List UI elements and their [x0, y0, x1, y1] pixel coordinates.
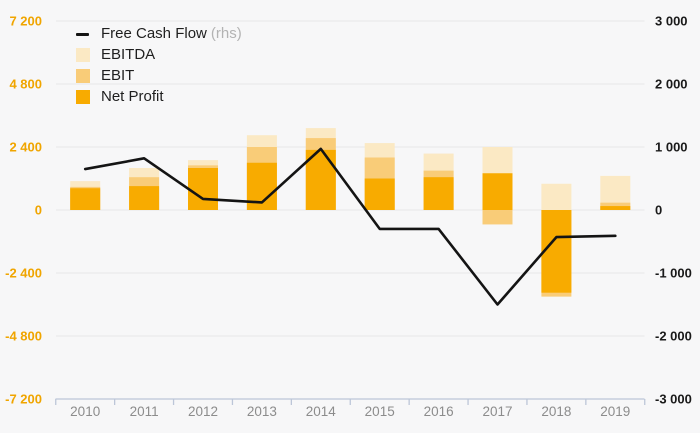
- bar-net-profit-2011: [129, 186, 160, 210]
- legend-item-free-cash-flow: Free Cash Flow (rhs): [76, 25, 242, 42]
- x-axis-year-label: 2011: [130, 404, 159, 419]
- bar-net-profit-2019: [600, 206, 631, 210]
- x-axis-year-label: 2019: [600, 404, 630, 419]
- legend-label: Net Profit: [101, 88, 164, 105]
- x-axis-year-label: 2013: [247, 404, 277, 419]
- bar-net-profit-2017: [482, 173, 513, 210]
- left-axis-tick-label: -4 800: [5, 329, 42, 344]
- bar-ebitda-2018: [541, 183, 572, 210]
- right-axis-tick-label: -2 000: [655, 329, 692, 344]
- left-axis-tick-label: 7 200: [9, 14, 42, 29]
- x-axis-year-label: 2018: [541, 404, 571, 419]
- chart-legend: Free Cash Flow (rhs) EBITDA EBIT Net Prof…: [76, 25, 242, 105]
- left-axis-tick-label: -7 200: [5, 392, 42, 407]
- x-axis-year-label: 2017: [482, 404, 512, 419]
- legend-suffix-rhs: (rhs): [210, 25, 242, 42]
- left-axis-tick-label: 0: [35, 203, 42, 218]
- x-axis-year-label: 2016: [424, 404, 454, 419]
- legend-label: EBITDA: [101, 46, 156, 63]
- right-axis-tick-label: 2 000: [655, 77, 688, 92]
- square-swatch-icon: [76, 90, 90, 104]
- legend-item-ebitda: EBITDA: [76, 46, 242, 63]
- x-axis-year-label: 2010: [70, 404, 100, 419]
- left-axis-tick-label: 4 800: [9, 77, 42, 92]
- bar-ebit-2017: [482, 210, 513, 225]
- x-axis-year-label: 2014: [306, 404, 337, 419]
- left-axis-tick-label: -2 400: [5, 266, 42, 281]
- bar-net-profit-2012: [188, 168, 218, 210]
- legend-label: EBIT: [101, 67, 135, 84]
- right-axis-tick-label: -3 000: [655, 392, 692, 407]
- right-axis-tick-label: -1 000: [655, 266, 692, 281]
- square-swatch-icon: [76, 69, 90, 83]
- legend-label: Free Cash Flow (rhs): [101, 25, 242, 42]
- x-axis-year-label: 2015: [365, 404, 395, 419]
- left-axis-tick-label: 2 400: [9, 140, 42, 155]
- right-axis-tick-label: 0: [655, 203, 662, 218]
- right-axis-tick-label: 3 000: [655, 14, 688, 29]
- bar-net-profit-2014: [305, 149, 336, 210]
- legend-item-ebit: EBIT: [76, 67, 242, 84]
- x-axis-year-label: 2012: [188, 404, 218, 419]
- bar-net-profit-2015: [364, 178, 395, 210]
- line-swatch-icon: [76, 32, 89, 36]
- right-axis-tick-label: 1 000: [655, 140, 688, 155]
- bar-net-profit-2010: [70, 188, 101, 210]
- square-swatch-icon: [76, 48, 90, 62]
- bar-net-profit-2018: [541, 210, 572, 293]
- line-free-cash-flow: [83, 147, 617, 306]
- bar-net-profit-2016: [423, 177, 454, 210]
- legend-item-net-profit: Net Profit: [76, 88, 242, 105]
